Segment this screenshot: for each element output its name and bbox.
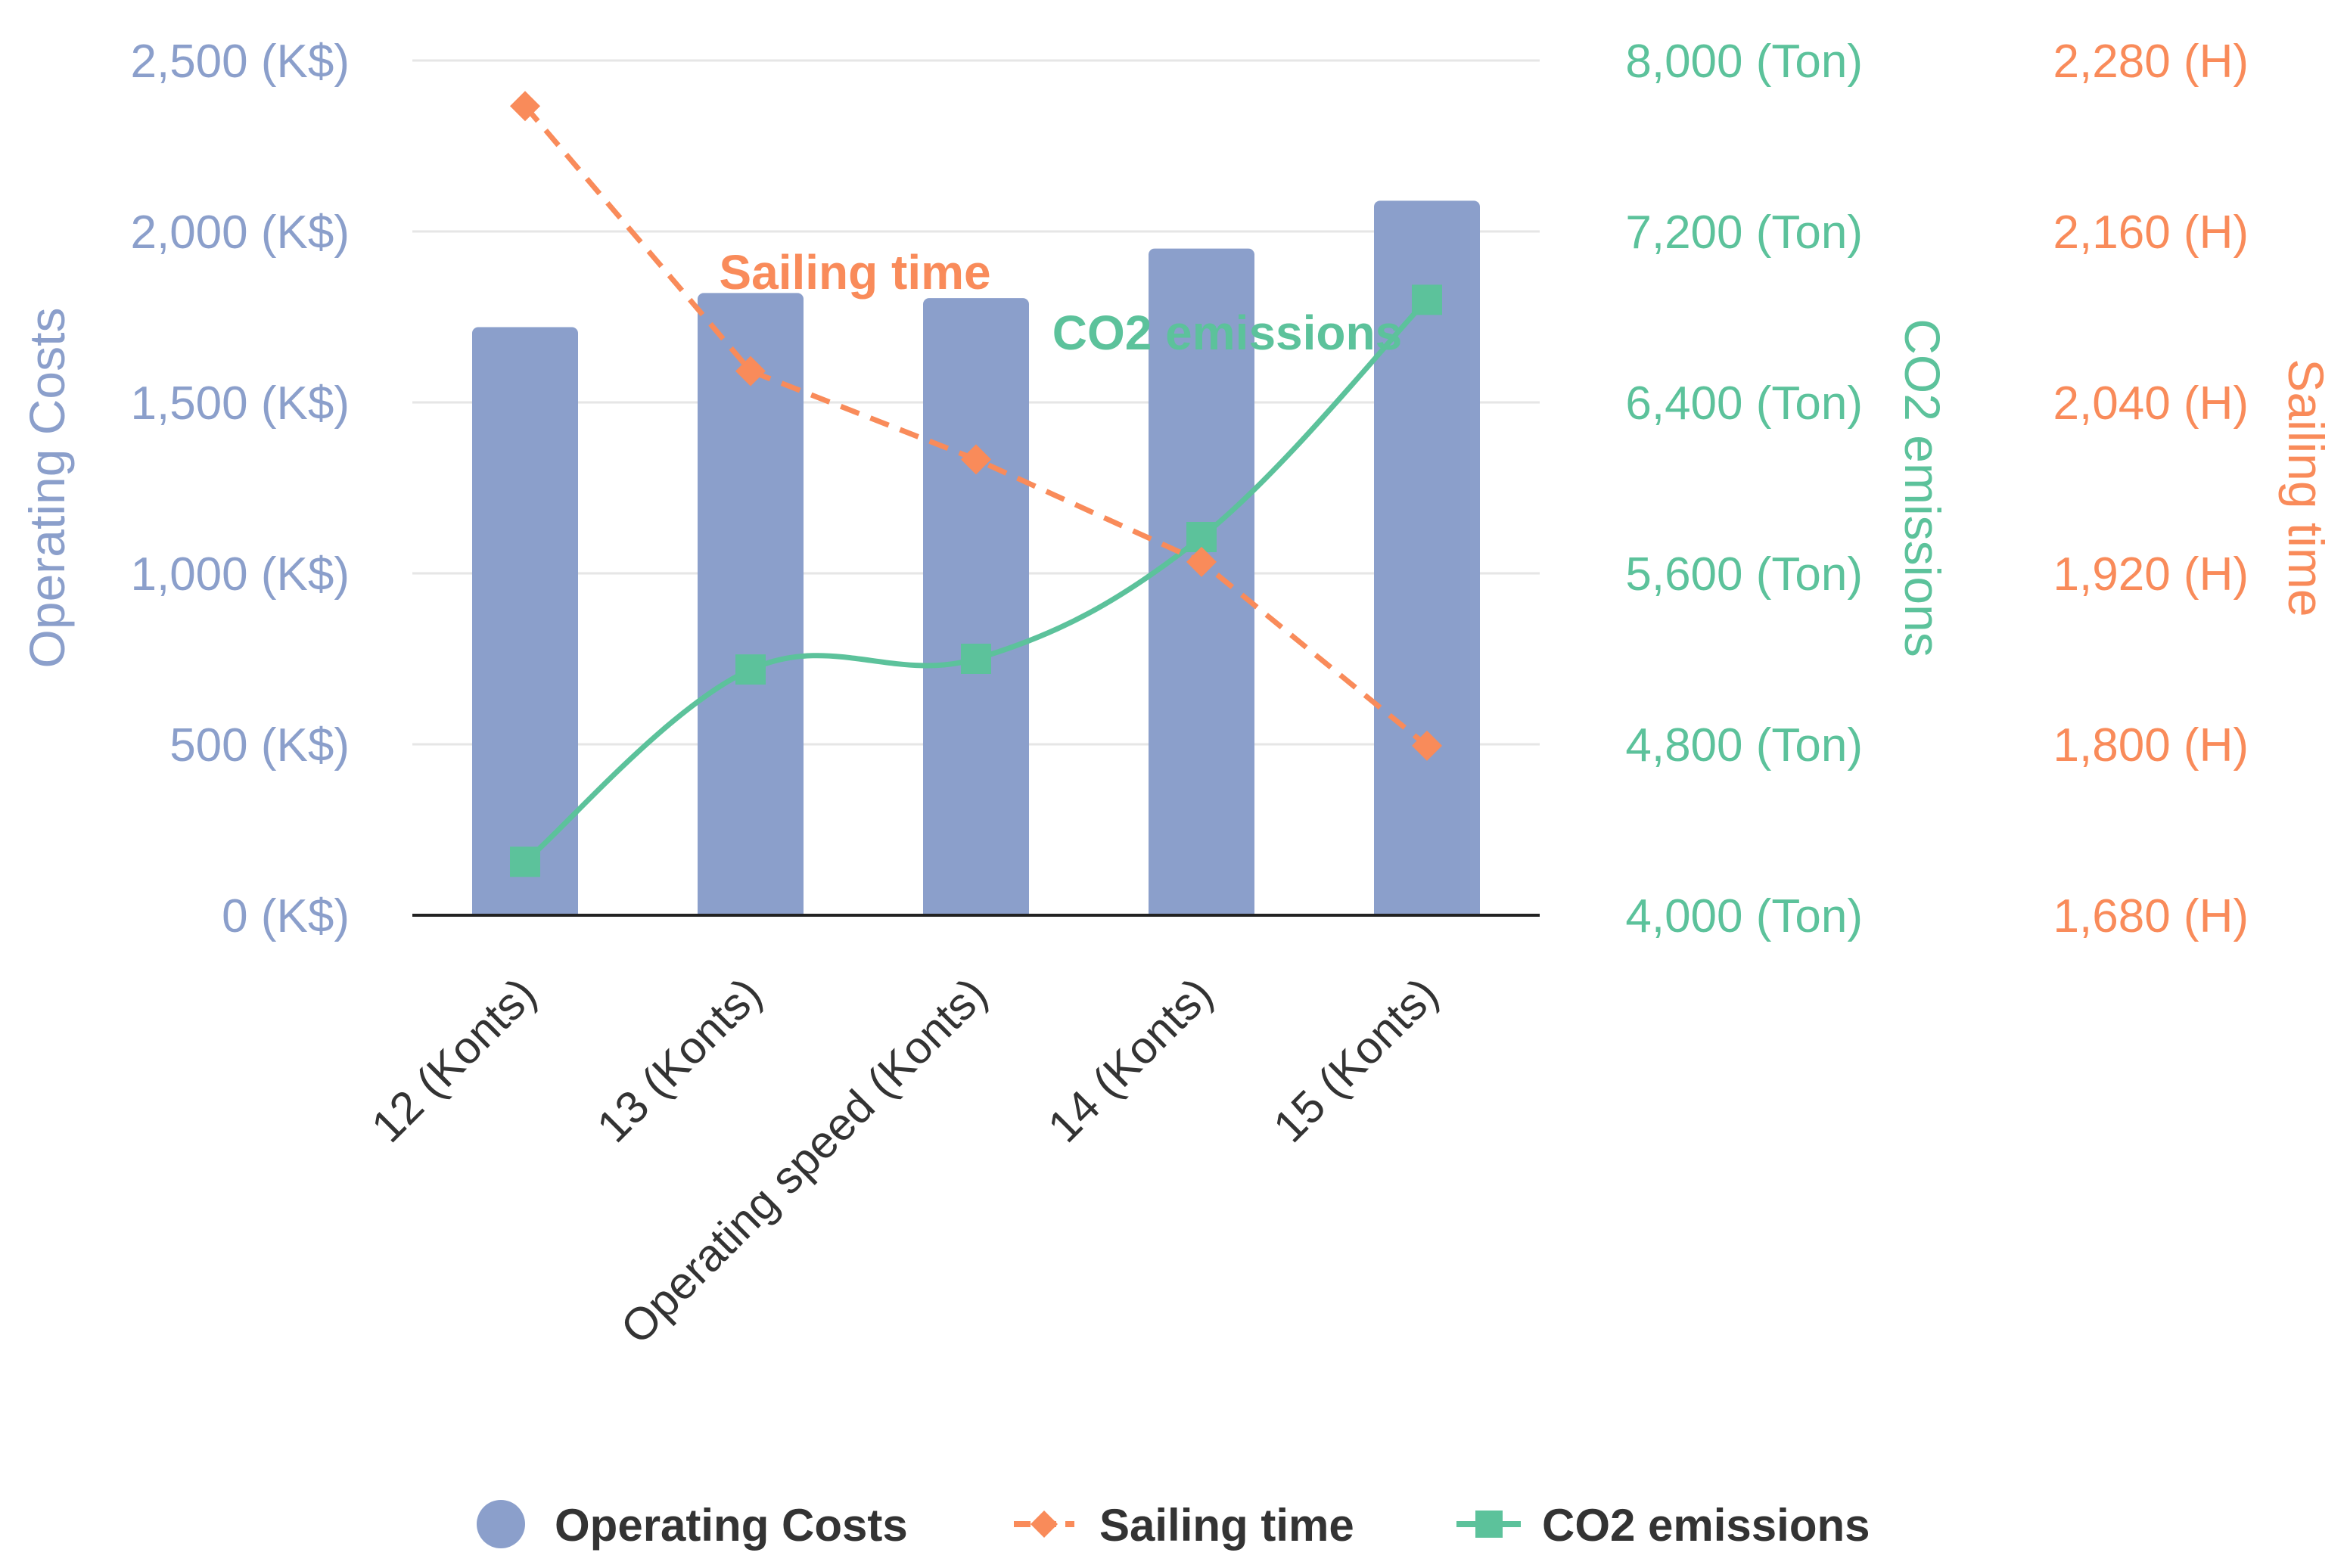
category-label: 13 (Konts): [587, 968, 771, 1152]
category-label: 14 (Konts): [1038, 968, 1222, 1152]
bar-operating-costs: [923, 298, 1029, 915]
marker-co2-emissions: [735, 654, 766, 685]
left-axis-tick-label: 1,000 (K$): [130, 548, 350, 601]
co2-axis-tick-label: 7,200 (Ton): [1625, 206, 1863, 259]
category-label: 12 (Konts): [362, 968, 546, 1152]
annotation-sailing-time: Sailing time: [719, 245, 990, 300]
series-annotations: Sailing time CO2 emissions: [719, 245, 1402, 360]
legend-label-operating-costs: Operating Costs: [555, 1500, 908, 1551]
left-axis-tick-label: 1,500 (K$): [130, 377, 350, 430]
bar-base: [1149, 906, 1254, 915]
bar-operating-costs: [698, 293, 804, 915]
marker-sailing-time: [1186, 546, 1217, 577]
legend-marker-sailing-time: [1031, 1511, 1058, 1538]
co2-axis-tick-label: 5,600 (Ton): [1625, 548, 1863, 601]
bar-operating-costs: [1374, 200, 1480, 915]
marker-co2-emissions: [1412, 284, 1442, 315]
co2-axis-tick-label: 4,000 (Ton): [1625, 890, 1863, 942]
marker-sailing-time: [1412, 730, 1442, 761]
co2-axis-tick-label: 4,800 (Ton): [1625, 719, 1863, 772]
bar-operating-costs: [1149, 248, 1254, 916]
sailing-axis-tick-label: 1,800 (H): [2053, 719, 2249, 772]
marker-sailing-time: [961, 444, 991, 475]
marker-sailing-time: [735, 356, 766, 387]
marker-co2-emissions: [961, 644, 991, 674]
legend-swatch-operating-costs: [477, 1500, 525, 1548]
legend-marker-co2-emissions: [1475, 1511, 1503, 1538]
bar-series: [472, 200, 1480, 916]
co2-axis-title: CO2 emissions: [1895, 318, 1951, 657]
legend-label-co2-emissions: CO2 emissions: [1542, 1500, 1870, 1551]
bar-base: [1374, 906, 1480, 915]
left-axis-title: Operating Costs: [19, 308, 75, 669]
bar-base: [698, 906, 804, 915]
axis-titles: Operating Costs CO2 emissions Sailing time: [19, 308, 2334, 669]
sailing-axis-tick-label: 1,920 (H): [2053, 548, 2249, 601]
left-axis-tick-label: 2,000 (K$): [130, 206, 350, 259]
annotation-co2-emissions: CO2 emissions: [1052, 306, 1402, 360]
line-series: [510, 91, 1442, 877]
co2-axis-tick-label: 8,000 (Ton): [1625, 36, 1863, 88]
co2-axis-tick-label: 6,400 (Ton): [1625, 377, 1863, 430]
sailing-axis-tick-label: 2,280 (H): [2053, 36, 2249, 88]
legend: Operating Costs Sailing time CO2 emissions: [477, 1500, 1870, 1551]
bar-base: [923, 906, 1029, 915]
sailing-axis-tick-label: 1,680 (H): [2053, 890, 2249, 942]
category-labels: 12 (Konts) 13 (Konts)Operating speed (Kon…: [362, 968, 1447, 1354]
tick-labels: 0 (K$) 500 (K$) 1,000 (K$) 1,500 (K$) 2,000 …: [130, 36, 2249, 942]
left-axis-tick-label: 2,500 (K$): [130, 36, 350, 88]
sailing-axis-title: Sailing time: [2278, 359, 2334, 616]
left-axis-tick-label: 0 (K$): [222, 890, 350, 942]
left-axis-tick-label: 500 (K$): [169, 719, 350, 772]
sailing-axis-tick-label: 2,040 (H): [2053, 377, 2249, 430]
bar-base: [472, 906, 578, 915]
sailing-axis-tick-label: 2,160 (H): [2053, 206, 2249, 259]
bar-operating-costs: [472, 327, 578, 915]
category-label: 15 (Konts): [1264, 968, 1447, 1152]
legend-label-sailing-time: Sailing time: [1099, 1500, 1354, 1551]
marker-sailing-time: [510, 91, 540, 122]
category-label: Operating speed (Konts): [611, 968, 997, 1354]
marker-co2-emissions: [510, 846, 540, 877]
